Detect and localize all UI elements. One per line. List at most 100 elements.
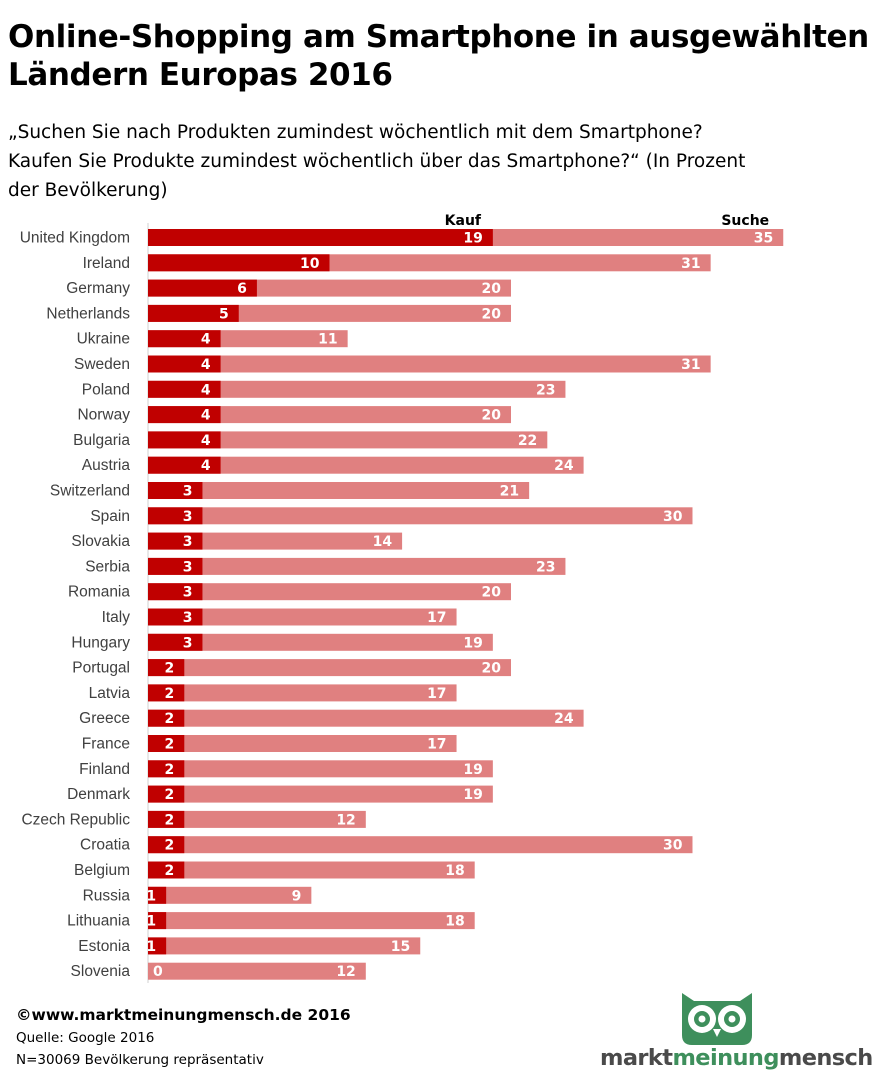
bar-kauf bbox=[148, 330, 221, 348]
bar-suche bbox=[148, 482, 530, 499]
data-label-kauf: 4 bbox=[201, 382, 211, 398]
data-label-kauf: 2 bbox=[165, 762, 175, 778]
chart-row: Greece 24 2 bbox=[79, 709, 584, 727]
chart-row: France 17 2 bbox=[82, 735, 457, 753]
category-label: Netherlands bbox=[46, 305, 130, 322]
category-label: Denmark bbox=[67, 786, 130, 803]
bar-suche bbox=[148, 355, 711, 373]
category-label: Hungary bbox=[71, 634, 130, 651]
bar-suche bbox=[148, 709, 584, 727]
bar-suche bbox=[148, 937, 421, 955]
category-label: Spain bbox=[90, 508, 130, 525]
owl-icon bbox=[682, 993, 752, 1045]
data-label-suche: 31 bbox=[681, 357, 700, 373]
data-label-suche: 19 bbox=[463, 762, 482, 778]
bar-kauf bbox=[148, 709, 185, 727]
data-label-kauf: 2 bbox=[165, 686, 175, 702]
data-label-suche: 20 bbox=[482, 306, 502, 322]
data-label-kauf: 4 bbox=[201, 458, 211, 474]
source-text: Quelle: Google 2016 bbox=[16, 1030, 155, 1046]
data-label-suche: 23 bbox=[536, 559, 555, 575]
bar-suche bbox=[148, 380, 566, 398]
data-label-kauf: 3 bbox=[183, 534, 193, 550]
bar-kauf bbox=[148, 735, 185, 752]
data-label-suche: 24 bbox=[554, 711, 574, 727]
category-label: Ukraine bbox=[77, 331, 130, 348]
chart-row: Belgium 18 2 bbox=[74, 861, 475, 879]
data-label-suche: 18 bbox=[445, 914, 464, 930]
chart-row: Romania 20 3 bbox=[68, 583, 511, 601]
bar-kauf bbox=[148, 659, 185, 677]
chart-row: Spain 30 3 bbox=[90, 507, 693, 525]
data-label-kauf: 3 bbox=[183, 585, 193, 601]
data-label-kauf: 2 bbox=[165, 863, 175, 879]
bar-suche bbox=[148, 810, 366, 828]
data-label-suche: 30 bbox=[663, 509, 683, 525]
category-label: Russia bbox=[83, 887, 131, 904]
logo-word-markt: markt bbox=[600, 1045, 673, 1071]
category-label: Austria bbox=[82, 457, 131, 474]
bar-suche bbox=[148, 861, 475, 879]
logo-word-meinung: meinung bbox=[672, 1045, 779, 1071]
category-label: Serbia bbox=[85, 558, 130, 575]
data-label-suche: 23 bbox=[536, 382, 555, 398]
bar-kauf bbox=[148, 810, 185, 828]
category-label: Switzerland bbox=[50, 483, 130, 500]
category-label: Italy bbox=[102, 609, 131, 626]
data-label-suche: 30 bbox=[663, 838, 683, 854]
data-label-suche: 9 bbox=[292, 888, 302, 904]
data-label-suche: 11 bbox=[318, 332, 337, 348]
data-label-suche: 21 bbox=[500, 484, 519, 500]
category-label: Sweden bbox=[74, 356, 130, 373]
chart-row: Germany 20 6 bbox=[66, 279, 511, 297]
category-label: Slovakia bbox=[71, 533, 130, 550]
category-label: Slovenia bbox=[71, 963, 131, 980]
chart-row: Czech Republic 12 2 bbox=[21, 810, 366, 828]
data-label-kauf: 6 bbox=[237, 281, 247, 297]
chart-row: Denmark 19 2 bbox=[67, 785, 493, 803]
bar-kauf bbox=[148, 608, 203, 626]
data-label-kauf: 4 bbox=[201, 433, 211, 449]
category-label: Latvia bbox=[89, 685, 131, 702]
data-label-kauf: 2 bbox=[165, 787, 175, 803]
data-label-suche: 20 bbox=[482, 281, 502, 297]
bar-kauf bbox=[148, 254, 330, 272]
bar-kauf bbox=[148, 431, 221, 449]
chart-row: Croatia 30 2 bbox=[80, 836, 693, 854]
legend-suche: Suche bbox=[721, 213, 769, 229]
bar-suche bbox=[148, 735, 457, 752]
bar-suche bbox=[148, 456, 584, 474]
chart-row: Norway 20 4 bbox=[77, 406, 511, 424]
category-label: Portugal bbox=[72, 660, 130, 677]
category-label: France bbox=[82, 736, 130, 753]
data-label-kauf: 1 bbox=[146, 914, 156, 930]
data-label-kauf: 5 bbox=[219, 306, 229, 322]
category-label: Ireland bbox=[83, 255, 130, 272]
chart-row: Ireland 31 10 bbox=[83, 254, 711, 272]
data-label-suche: 12 bbox=[336, 964, 355, 980]
sample-text: N=30069 Bevölkerung repräsentativ bbox=[16, 1052, 264, 1068]
chart-row: Ukraine 11 4 bbox=[77, 330, 348, 348]
data-label-kauf: 1 bbox=[146, 888, 156, 904]
bar-kauf bbox=[148, 406, 221, 424]
data-label-suche: 14 bbox=[373, 534, 393, 550]
data-label-suche: 19 bbox=[463, 787, 482, 803]
chart-title: Online-Shopping am Smartphone in ausgewä… bbox=[8, 19, 869, 93]
bar-kauf bbox=[148, 380, 221, 398]
bar-suche bbox=[148, 557, 566, 575]
bar-kauf bbox=[148, 785, 185, 803]
chart-row: Finland 19 2 bbox=[79, 760, 493, 778]
data-label-kauf: 2 bbox=[165, 661, 175, 677]
data-label-kauf: 2 bbox=[165, 812, 175, 828]
bar-kauf bbox=[148, 912, 167, 930]
bar-kauf bbox=[148, 456, 221, 474]
data-label-suche: 19 bbox=[463, 635, 482, 651]
bar-kauf bbox=[148, 507, 203, 525]
data-label-kauf: 4 bbox=[201, 408, 211, 424]
bar-suche bbox=[148, 962, 366, 980]
bar-suche bbox=[148, 507, 693, 525]
bar-suche bbox=[148, 633, 493, 651]
data-label-suche: 20 bbox=[482, 408, 502, 424]
bar-suche bbox=[148, 431, 548, 449]
bar-suche bbox=[148, 406, 511, 424]
